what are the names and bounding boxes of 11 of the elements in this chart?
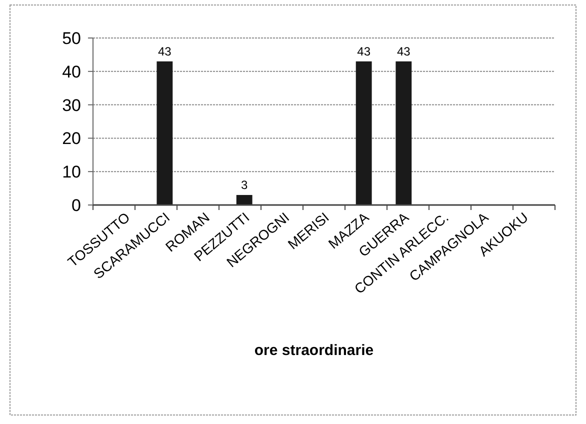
y-tick-label: 20 [62,129,81,148]
y-tick-label: 10 [62,162,81,182]
x-axis-title: ore straordinarie [254,342,374,359]
y-tick-label: 0 [72,196,81,215]
y-tick-label: 50 [62,28,81,48]
y-tick-label: 40 [62,62,81,82]
data-label: 43 [357,44,371,58]
y-tick-label: 30 [62,96,81,115]
data-label: 3 [241,178,248,192]
data-label: 43 [396,44,411,58]
data-label: 43 [158,44,172,58]
